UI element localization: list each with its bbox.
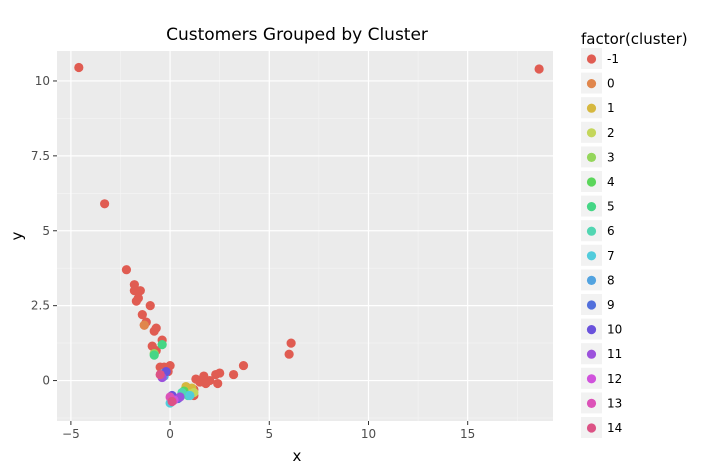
grid-minor <box>57 51 553 421</box>
y-tick-label: 7.5 <box>31 149 50 163</box>
data-point-cluster--1 <box>534 64 544 74</box>
legend-label: 14 <box>607 421 622 435</box>
legend-swatch <box>586 300 597 310</box>
data-point-cluster-5 <box>157 340 167 350</box>
data-point-cluster--1 <box>284 349 294 359</box>
x-tick-label: 0 <box>166 427 174 441</box>
x-tick-label: 10 <box>361 427 376 441</box>
legend-label: 3 <box>607 150 615 164</box>
legend-swatch <box>586 251 597 261</box>
legend-label: 11 <box>607 347 622 361</box>
legend-label: 0 <box>607 77 615 91</box>
legend-swatch <box>586 79 597 89</box>
legend-label: 8 <box>607 273 615 287</box>
legend-label: 9 <box>607 298 615 312</box>
legend-swatch <box>586 325 597 335</box>
data-point-cluster--1 <box>74 62 84 73</box>
legend-swatch <box>586 398 597 408</box>
data-point-cluster--1 <box>201 378 211 389</box>
data-point-cluster--1 <box>135 286 145 296</box>
data-point-cluster--1 <box>238 360 249 371</box>
data-points <box>74 62 544 408</box>
legend-swatch <box>586 423 597 433</box>
legend-label: 2 <box>607 126 615 140</box>
legend-swatch <box>586 152 597 162</box>
legend-swatch <box>586 275 597 285</box>
legend-label: 4 <box>607 175 615 189</box>
data-point-cluster--1 <box>145 301 155 311</box>
data-point-cluster-14 <box>167 396 177 407</box>
legend-swatch <box>586 128 597 138</box>
y-axis-title: y <box>8 231 26 240</box>
legend-label: 5 <box>607 200 615 214</box>
x-tick-label: −5 <box>62 427 80 441</box>
legend-swatch <box>586 177 597 187</box>
data-point-cluster-7 <box>185 390 195 401</box>
legend-label: -1 <box>607 52 619 66</box>
chart-title: Customers Grouped by Cluster <box>166 25 428 45</box>
legend-label: 10 <box>607 323 622 337</box>
data-point-cluster--1 <box>213 378 223 389</box>
data-point-cluster-14 <box>155 369 165 380</box>
legend-label: 1 <box>607 101 615 115</box>
x-axis-ticks: −5 0 5 10 15 <box>62 421 475 441</box>
y-tick-label: 0 <box>42 374 50 388</box>
legend-swatch <box>586 349 597 359</box>
y-tick-label: 10 <box>35 74 50 88</box>
legend-swatch <box>586 202 597 212</box>
legend-swatch <box>586 54 597 64</box>
legend-swatch <box>586 226 597 236</box>
data-point-cluster--1 <box>286 338 296 348</box>
legend-swatch <box>586 103 597 113</box>
x-axis-title: x <box>293 447 302 465</box>
legend-label: 6 <box>607 224 615 238</box>
data-point-cluster--1 <box>137 310 147 320</box>
data-point-cluster--1 <box>100 199 110 209</box>
legend-title: factor(cluster) <box>581 30 688 48</box>
data-point-cluster-5 <box>149 350 159 360</box>
data-point-cluster-0 <box>139 320 149 330</box>
data-point-cluster--1 <box>133 293 143 303</box>
y-tick-label: 5 <box>42 224 50 238</box>
legend-label: 7 <box>607 249 615 263</box>
legend-label: 12 <box>607 372 622 386</box>
data-point-cluster--1 <box>228 369 239 380</box>
x-tick-label: 5 <box>265 427 273 441</box>
legend-swatch <box>586 374 597 384</box>
y-axis-ticks: 0 2.5 5 7.5 10 <box>31 74 57 388</box>
x-tick-label: 15 <box>460 427 475 441</box>
plot-panel <box>57 51 553 421</box>
y-tick-label: 2.5 <box>31 299 50 313</box>
data-point-cluster--1 <box>121 265 132 275</box>
data-point-cluster--1 <box>211 369 221 380</box>
grid-major <box>57 51 553 421</box>
legend-label: 13 <box>607 396 622 410</box>
data-point-cluster--1 <box>149 326 159 336</box>
